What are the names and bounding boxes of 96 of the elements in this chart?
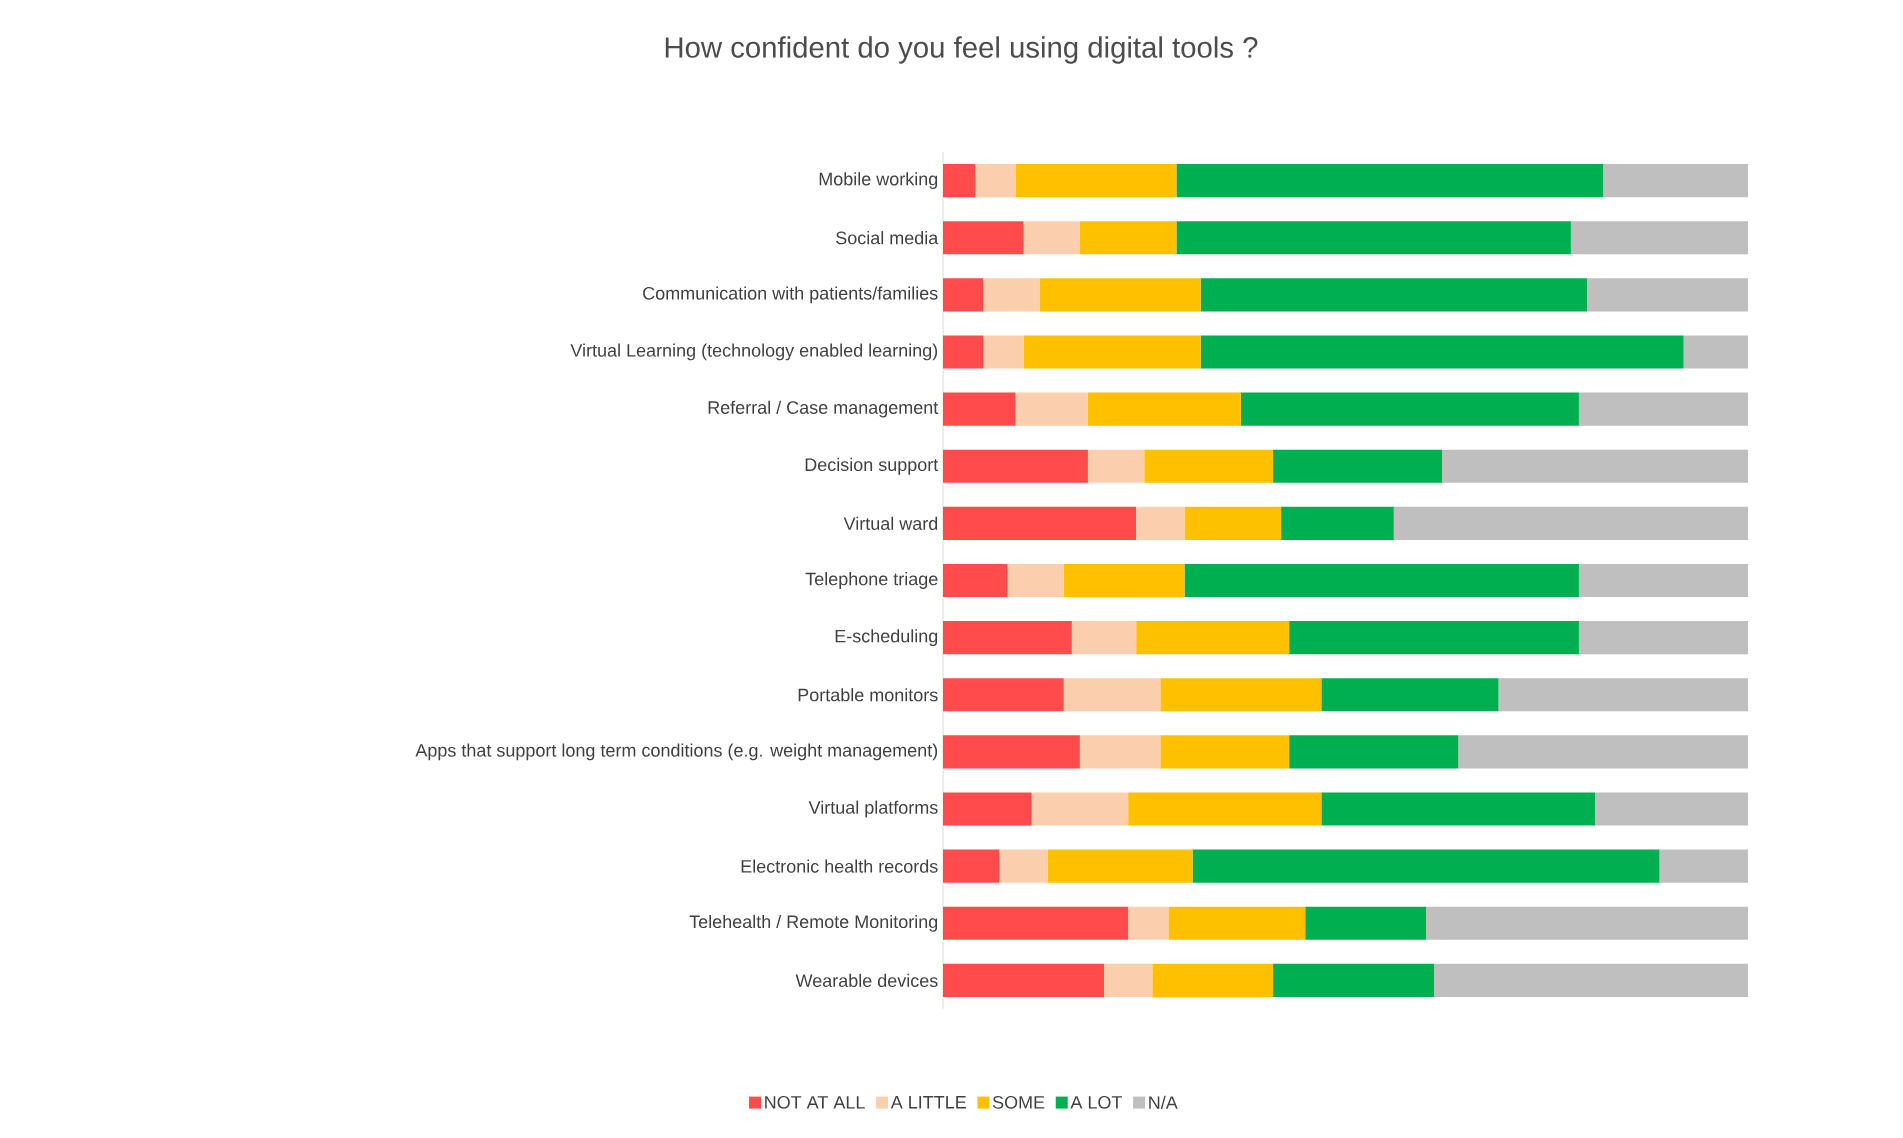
y-tick-label: Decision support	[805, 457, 939, 475]
bar	[1007, 563, 1064, 598]
bar	[1240, 392, 1579, 426]
bar	[1200, 335, 1684, 369]
bar	[1136, 621, 1290, 655]
y-tick-label: Mobile working	[819, 172, 938, 189]
bar	[1321, 678, 1499, 712]
bar	[943, 278, 984, 312]
y-tick-label: Virtual Learning (technology enabled learning)	[570, 343, 938, 361]
bar	[1063, 678, 1161, 712]
bar	[943, 849, 1000, 883]
bar	[943, 563, 1008, 598]
bar	[1200, 278, 1587, 312]
bar	[1047, 849, 1193, 883]
bar	[943, 335, 984, 369]
bar	[1152, 963, 1274, 997]
bar	[1578, 392, 1748, 426]
bar	[1104, 963, 1153, 997]
bar	[1289, 621, 1579, 655]
y-tick-label: E-scheduling	[835, 629, 938, 647]
bar	[943, 221, 1024, 255]
bar	[983, 278, 1040, 312]
bar	[1434, 963, 1748, 997]
bar	[1305, 906, 1426, 940]
bar	[1289, 735, 1459, 769]
y-tick-label: Communication with patients/families	[643, 286, 938, 304]
bar	[1144, 449, 1274, 483]
bar	[1281, 506, 1394, 540]
bar	[975, 164, 1016, 198]
y-tick-label: Wearable devices	[795, 973, 938, 988]
bar	[943, 392, 1016, 426]
bar	[1458, 735, 1748, 769]
legend-label: NOT AT ALL	[765, 1095, 865, 1109]
bar	[1015, 392, 1088, 426]
bar	[1063, 563, 1185, 598]
bar	[1683, 335, 1748, 369]
y-tick-label: Referral / Case management	[708, 400, 939, 418]
bar	[1184, 563, 1579, 598]
bar	[943, 963, 1104, 997]
bar	[1393, 506, 1748, 540]
bar	[1595, 792, 1748, 826]
bar	[1273, 449, 1443, 483]
bar	[1273, 963, 1435, 997]
y-tick-label: Virtual platforms	[808, 800, 938, 818]
bar	[943, 678, 1064, 712]
bar	[1176, 164, 1604, 198]
bar	[983, 335, 1024, 369]
bar	[1321, 792, 1596, 826]
bar	[1659, 849, 1748, 883]
bar	[1136, 506, 1185, 540]
chart-title: How confident do you feel using digital tools ?	[665, 36, 1258, 64]
bar	[1087, 449, 1145, 483]
bar	[1578, 563, 1748, 598]
y-tick-label: Telehealth / Remote Monitoring	[689, 914, 938, 932]
bar	[1023, 221, 1080, 255]
y-tick-label: Electronic health records	[741, 859, 938, 873]
bar	[1079, 221, 1177, 255]
bar	[943, 449, 1088, 483]
bar	[943, 506, 1137, 540]
bar	[1426, 906, 1748, 940]
bar	[1578, 621, 1748, 655]
bar	[1498, 678, 1748, 712]
bar	[1039, 278, 1201, 312]
y-tick-label: Virtual ward	[843, 516, 938, 530]
bar	[1603, 164, 1748, 198]
legend-label: A LITTLE	[890, 1096, 966, 1109]
bar	[999, 849, 1048, 883]
bar	[1087, 392, 1241, 426]
bar	[1184, 506, 1282, 540]
bar	[1031, 792, 1129, 826]
bar	[943, 792, 1032, 826]
bar	[1071, 621, 1137, 655]
bar	[943, 735, 1080, 769]
bar	[943, 164, 976, 198]
legend-label: N/A	[1149, 1095, 1178, 1109]
y-tick-label: Apps that support long term conditions (e.g. weight management)	[415, 743, 938, 761]
y-tick-label: Portable monitors	[798, 688, 938, 702]
bar	[1128, 792, 1322, 826]
bar	[1570, 221, 1748, 255]
y-tick-label: Social media	[836, 231, 939, 245]
legend-label: A LOT	[1070, 1095, 1122, 1109]
legend-label: SOME	[992, 1095, 1045, 1109]
bar	[1160, 735, 1290, 769]
bar	[1587, 278, 1748, 312]
bar	[1128, 906, 1169, 940]
bar	[1160, 678, 1322, 712]
y-tick-label: Telephone triage	[805, 572, 938, 589]
bar	[1192, 849, 1660, 883]
bar	[1168, 906, 1306, 940]
bar	[1023, 335, 1201, 369]
bar	[1176, 221, 1571, 255]
bar	[1079, 735, 1161, 769]
bar	[1015, 164, 1177, 198]
bar	[1442, 449, 1748, 483]
bar	[943, 906, 1129, 940]
bar	[943, 621, 1072, 655]
